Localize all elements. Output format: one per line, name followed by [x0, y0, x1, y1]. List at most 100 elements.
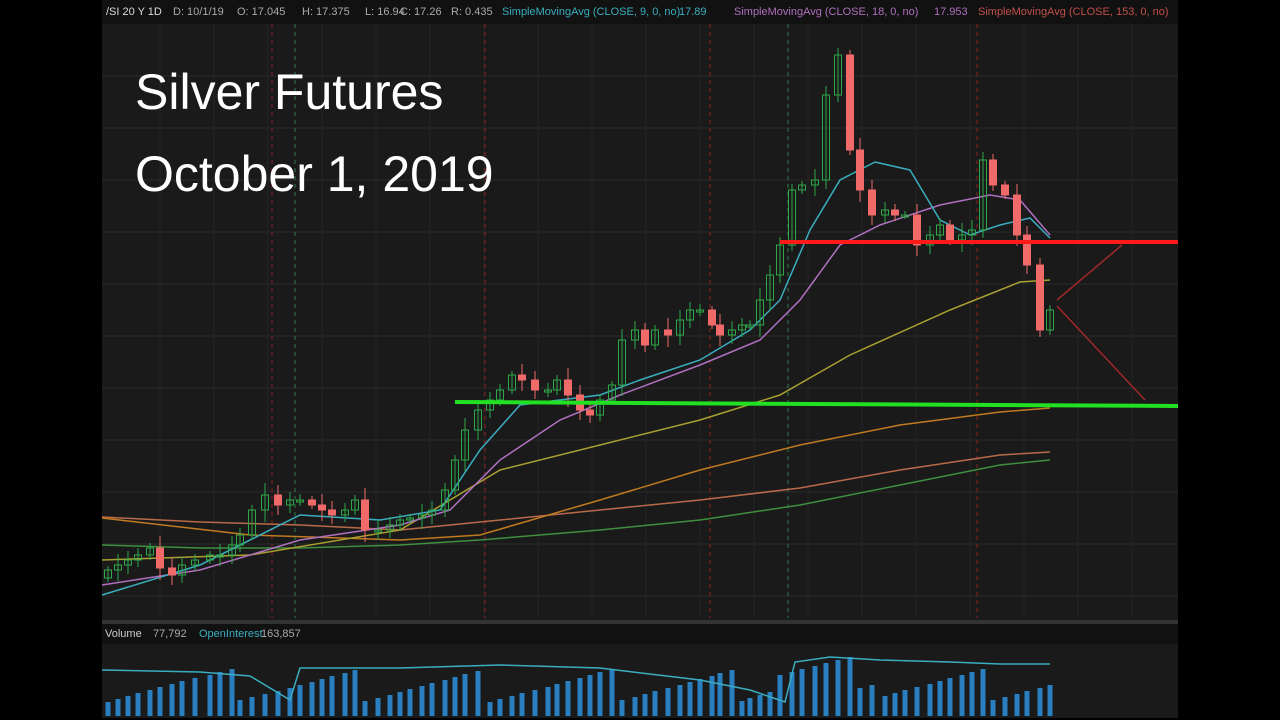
candle-body: [756, 299, 764, 326]
candle-body: [474, 409, 482, 431]
candle-body: [651, 329, 659, 346]
support-line: [454, 400, 1179, 408]
volume-bar: [319, 679, 325, 716]
volume-bars: [105, 657, 1053, 716]
candle-body: [868, 189, 876, 216]
volume-bar: [157, 687, 163, 716]
candle-body: [104, 569, 112, 579]
study-label[interactable]: SimpleMovingAvg (CLOSE, 153, 0, no): [978, 6, 1169, 18]
volume-value: 77,792: [153, 628, 187, 640]
volume-bar: [747, 698, 753, 716]
volume-bar: [577, 678, 583, 716]
volume-bar: [609, 669, 615, 716]
candle-body: [596, 399, 604, 416]
oi-label: OpenInterest: [199, 628, 263, 640]
candle-body: [134, 554, 142, 561]
volume-bar: [262, 694, 268, 716]
volume-bar: [287, 688, 293, 716]
volume-bar: [1014, 694, 1020, 716]
volume-bar: [125, 696, 131, 716]
candle-body: [236, 534, 244, 546]
volume-bar: [709, 676, 715, 716]
volume-bar: [1002, 697, 1008, 716]
volume-bar: [892, 693, 898, 716]
volume-bar: [207, 675, 213, 716]
volume-bar: [237, 700, 243, 716]
volume-bar: [192, 678, 198, 716]
candle-body: [946, 224, 954, 241]
candle-body: [361, 499, 369, 531]
volume-label: Volume: [105, 628, 142, 640]
volume-bar: [597, 672, 603, 716]
volume-bar: [397, 692, 403, 716]
volume-bar: [857, 688, 863, 716]
volume-bar: [1037, 688, 1043, 716]
volume-bar: [799, 669, 805, 716]
grid: [102, 24, 1178, 618]
range: R: 0.435: [451, 6, 493, 18]
candle-body: [308, 499, 316, 506]
candle-body: [913, 214, 921, 246]
volume-bar: [509, 696, 515, 716]
candle-body: [441, 489, 449, 511]
symbol[interactable]: /SI 20 Y 1D: [106, 6, 162, 18]
candle-body: [318, 504, 326, 511]
candle-body: [261, 494, 269, 511]
overlay-title: Silver Futures: [135, 64, 443, 120]
candle-body: [206, 554, 214, 561]
volume-bar: [532, 690, 538, 716]
candle-body: [968, 229, 976, 236]
volume-bar: [947, 678, 953, 716]
volume-bar: [1024, 691, 1030, 716]
panel-divider[interactable]: [102, 620, 1178, 624]
high: H: 17.375: [302, 6, 350, 18]
volume-bar: [652, 691, 658, 716]
header: /SI 20 Y 1D D: 10/1/19 O: 17.045 H: 17.3…: [106, 6, 1169, 18]
candle-body: [822, 94, 830, 181]
study-label[interactable]: SimpleMovingAvg (CLOSE, 9, 0, no): [502, 6, 680, 18]
volume-bar: [115, 699, 121, 716]
volume-bar: [329, 676, 335, 716]
candle-body: [708, 309, 716, 326]
ma-line: [101, 459, 1051, 549]
candle-body: [156, 547, 164, 569]
projection-line: [1056, 244, 1123, 301]
volume-bar: [757, 695, 763, 716]
volume-bar: [554, 684, 560, 716]
volume-bar: [452, 677, 458, 716]
volume-bar: [105, 702, 111, 716]
candle-body: [216, 554, 224, 558]
volume-bar: [937, 681, 943, 716]
volume-bar: [249, 697, 255, 716]
candle-body: [586, 409, 594, 416]
volume-header: [102, 624, 1178, 644]
candle-body: [1023, 234, 1031, 266]
overlay-subtitle: October 1, 2019: [135, 146, 494, 202]
candle-body: [564, 379, 572, 396]
ma-line: [101, 279, 1051, 561]
volume-bar: [687, 682, 693, 716]
study-label[interactable]: SimpleMovingAvg (CLOSE, 18, 0, no): [734, 6, 918, 18]
volume-bar: [697, 679, 703, 716]
candle-body: [351, 499, 359, 511]
volume-bar: [914, 687, 920, 716]
volume-bar: [179, 681, 185, 716]
right-border: [1178, 0, 1280, 720]
volume-bar: [902, 690, 908, 716]
candle-body: [664, 329, 672, 336]
volume-bar: [767, 692, 773, 716]
open: O: 17.045: [237, 6, 285, 18]
header-bar: [102, 0, 1178, 24]
candle-body: [798, 184, 806, 191]
candle-body: [1046, 309, 1054, 331]
candle-body: [856, 149, 864, 191]
candle-body: [341, 509, 349, 516]
volume-bar: [959, 675, 965, 716]
volume-bar: [309, 682, 315, 716]
candle-body: [686, 309, 694, 321]
left-border: [0, 0, 102, 720]
chart-bg: [102, 0, 1178, 718]
volume-bar: [217, 672, 223, 716]
volume-bar: [375, 698, 381, 716]
